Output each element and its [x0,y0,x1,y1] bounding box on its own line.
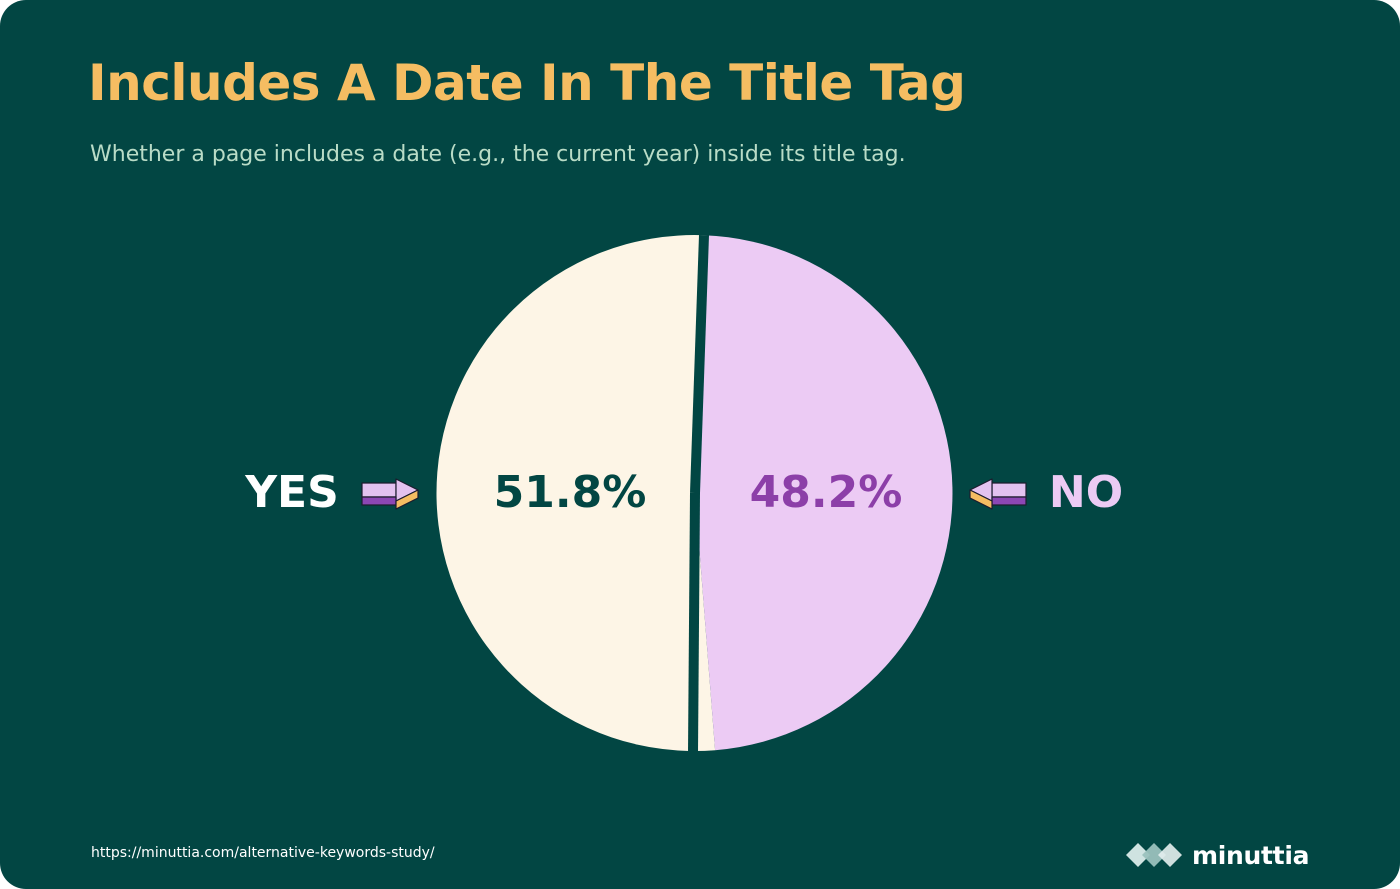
brand-name: minuttia [1192,840,1310,870]
category-label-no: NO [1049,467,1123,518]
slice-separator [690,235,709,494]
chart-title: Includes A Date In The Title Tag [88,54,966,112]
category-label-yes: YES [244,467,339,518]
pie-value-label-yes: 51.8% [494,467,647,518]
brand-logo: minuttia [1124,838,1309,872]
arrow-left-icon [969,478,1027,510]
pie-value-label-no: 48.2% [750,467,903,518]
arrow-right-icon [361,478,419,510]
diamond-cluster-logo-icon [1126,843,1182,867]
pie-slice-no [695,235,953,751]
chart-subtitle: Whether a page includes a date (e.g., th… [90,142,906,167]
pie-slice-yes [436,235,716,752]
slice-separator [688,492,700,754]
source-url: https://minuttia.com/alternative-keyword… [91,845,435,861]
